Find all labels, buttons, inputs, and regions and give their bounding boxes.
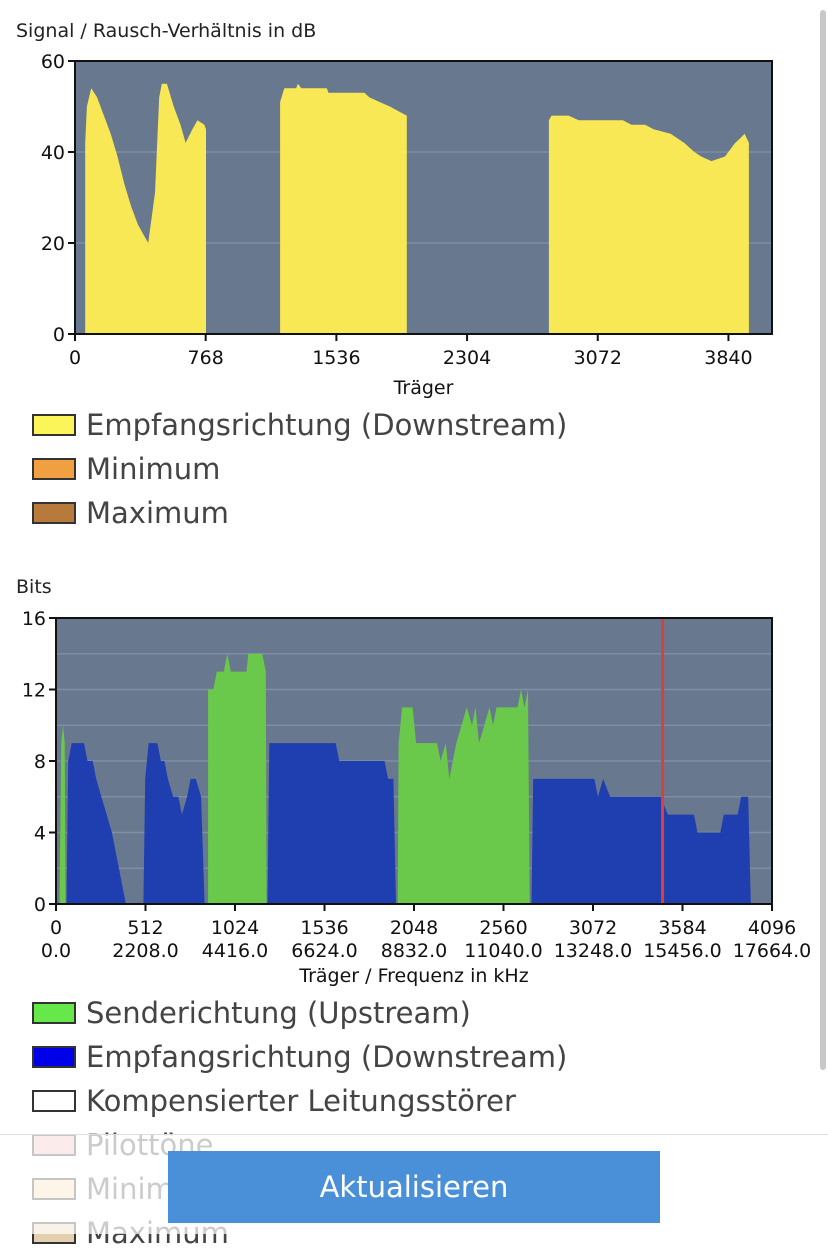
y-tick-label: 8 (34, 751, 46, 773)
x-tick-label: 3584 (658, 917, 706, 939)
x-tick-label: 1024 (211, 917, 259, 939)
series-area-2 (66, 743, 751, 904)
y-tick-label: 0 (34, 894, 46, 916)
bits-chart: 048121600.05122208.010244416.015366624.0… (22, 608, 812, 987)
legend-swatch (32, 1046, 76, 1068)
legend-label: Kompensierter Leitungsstörer (86, 1084, 516, 1118)
legend-label: Senderichtung (Upstream) (86, 996, 471, 1030)
series-area-1 (59, 653, 530, 904)
x-tick-label-khz: 0.0 (41, 940, 71, 962)
legend-label: Empfangsrichtung (Downstream) (86, 408, 568, 442)
legend-item[interactable]: Empfangsrichtung (Downstream) (32, 1035, 567, 1079)
legend-label: Maximum (86, 496, 229, 530)
snr-chart-title: Signal / Rausch-Verhältnis in dB (16, 20, 317, 42)
x-tick-label: 1536 (300, 917, 348, 939)
y-tick-label: 16 (22, 608, 46, 630)
x-axis-label: Träger (393, 377, 454, 399)
legend-swatch (32, 1090, 76, 1112)
legend-item[interactable]: Empfangsrichtung (Downstream) (32, 403, 567, 447)
plot-frame (74, 60, 773, 335)
x-tick-label-khz: 2208.0 (112, 940, 178, 962)
snr-legend: Empfangsrichtung (Downstream) Minimum Maxi… (32, 403, 567, 535)
x-tick-label: 1536 (312, 347, 360, 369)
x-tick-label: 4096 (748, 917, 796, 939)
legend-item[interactable]: Maximum (32, 491, 567, 535)
series-area-1 (85, 83, 749, 334)
x-tick-label: 2304 (443, 347, 491, 369)
page-scrollbar[interactable] (820, 10, 826, 1070)
y-tick-label: 20 (41, 233, 65, 255)
y-tick-label: 60 (41, 51, 65, 73)
bits-chart-title: Bits (16, 576, 52, 598)
x-tick-label-khz: 11040.0 (464, 940, 543, 962)
snr-chart: 0 20 40 60 0 768 1536 2304 3072 3840 Träger (41, 51, 773, 399)
x-tick-label: 0 (69, 347, 81, 369)
x-tick-label: 3840 (704, 347, 752, 369)
legend-label: Minimum (86, 452, 221, 486)
x-tick-label: 0 (50, 917, 62, 939)
legend-item[interactable]: Kompensierter Leitungsstörer (32, 1079, 567, 1123)
y-tick-label: 12 (22, 680, 46, 702)
x-tick-label: 3072 (569, 917, 617, 939)
x-tick-label-khz: 15456.0 (643, 940, 722, 962)
y-tick-label: 40 (41, 142, 65, 164)
legend-item[interactable]: Senderichtung (Upstream) (32, 991, 567, 1035)
x-tick-label-khz: 8832.0 (381, 940, 447, 962)
x-tick-label: 3072 (574, 347, 622, 369)
legend-swatch (32, 1002, 76, 1024)
refresh-button[interactable]: Aktualisieren (168, 1151, 660, 1223)
legend-swatch (32, 502, 76, 524)
x-tick-label: 512 (127, 917, 163, 939)
legend-label: Empfangsrichtung (Downstream) (86, 1040, 568, 1074)
x-axis-label: Träger / Frequenz in kHz (298, 965, 528, 987)
y-tick-label: 4 (34, 823, 46, 845)
legend-item[interactable]: Minimum (32, 447, 567, 491)
x-tick-label: 2560 (479, 917, 527, 939)
y-tick-label: 0 (53, 324, 65, 346)
x-tick-label-khz: 17664.0 (733, 940, 812, 962)
x-tick-label-khz: 13248.0 (554, 940, 633, 962)
x-tick-label-khz: 6624.0 (291, 940, 357, 962)
legend-swatch (32, 414, 76, 436)
x-tick-label-khz: 4416.0 (202, 940, 268, 962)
x-tick-label: 2048 (390, 917, 438, 939)
legend-swatch (32, 458, 76, 480)
x-tick-label: 768 (188, 347, 224, 369)
